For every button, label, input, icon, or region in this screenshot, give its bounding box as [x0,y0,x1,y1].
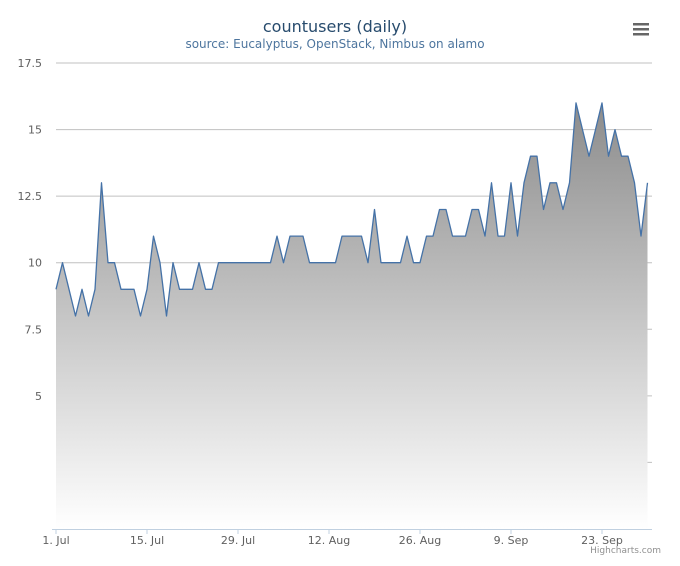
x-tick-label: 9. Sep [494,534,529,547]
y-tick-label: 7.5 [25,323,43,336]
y-tick-label: 15 [28,124,42,137]
hamburger-menu-icon[interactable] [626,14,656,44]
series-area [56,102,648,530]
x-tick-label: 15. Jul [130,534,164,547]
x-tick-label: 12. Aug [308,534,350,547]
x-tick-label: 23. Sep [581,534,623,547]
x-tick-label: 1. Jul [42,534,69,547]
series-line [55,102,649,317]
y-tick-label: 10 [28,257,42,270]
y-tick-label: 12.5 [18,190,43,203]
y-tick-label: 17.5 [18,57,43,70]
x-tick-label: 26. Aug [399,534,441,547]
y-axis: 5 7.5 10 12.5 15 17.5 [18,57,43,403]
chart-subtitle: source: Eucalyptus, OpenStack, Nimbus on… [185,37,484,51]
y-tick-label: 5 [35,390,42,403]
credits-link[interactable]: Highcharts.com [590,546,661,556]
x-tick-label: 29. Jul [221,534,255,547]
chart-title: countusers (daily) [263,17,407,36]
x-axis: 1. Jul 15. Jul 29. Jul 12. Aug 26. Aug 9. Sep… [42,529,652,547]
